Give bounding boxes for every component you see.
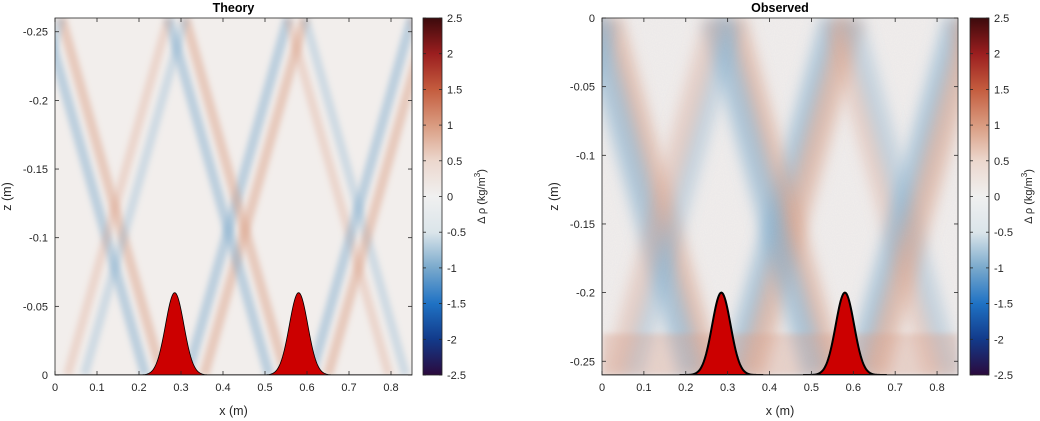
x-tick-label: 0.3 [720, 382, 735, 394]
colorbar-tick-label: -1 [994, 263, 1004, 275]
colorbar-tick-label: -2.5 [994, 370, 1013, 382]
density-field [602, 18, 958, 375]
colorbar-tick-label: 1.5 [994, 84, 1009, 96]
chart-title: Theory [213, 1, 255, 15]
x-tick-label: 0.2 [131, 382, 146, 394]
colorbar-tick-label: 1.5 [447, 84, 462, 96]
colorbar-tick-label: 0 [994, 192, 1000, 204]
wave-beam-reflected [602, 20, 603, 22]
y-tick-label: -0.25 [570, 356, 595, 368]
x-tick-label: 0.6 [846, 382, 861, 394]
colorbar-tick-label: -1.5 [994, 299, 1013, 311]
y-tick-label: -0.1 [29, 233, 48, 245]
x-axis-label: x (m) [219, 404, 247, 418]
colorbar-tick-label: 2 [994, 49, 1000, 61]
y-tick-label: 0 [42, 370, 48, 382]
axes-box [601, 17, 959, 376]
topography-hill [803, 291, 887, 375]
x-tick-label: 0.6 [299, 382, 314, 394]
x-tick-label: 0.1 [89, 382, 104, 394]
wave-beam [180, 18, 291, 375]
y-axis-label: z (m) [0, 182, 14, 210]
y-tick-label: -0.2 [29, 95, 48, 107]
y-tick-label: -0.1 [576, 150, 595, 162]
x-tick-label: 0.4 [215, 382, 230, 394]
x-axis-label: x (m) [766, 404, 794, 418]
colorbar-tick-label: 2 [447, 49, 453, 61]
colorbar-tick-label: -0.5 [447, 227, 466, 239]
colorbar-tick-label: -0.5 [994, 227, 1013, 239]
colorbar-tick-label: -2.5 [447, 370, 466, 382]
chart-title: Observed [751, 1, 809, 15]
x-tick-label: 0.3 [173, 382, 188, 394]
topography-hill [132, 292, 217, 375]
y-tick-label: -0.25 [23, 27, 48, 39]
colorbar-tick-label: 2.5 [994, 13, 1009, 25]
colorbar-label: Δ ρ (kg/m3) [1020, 169, 1035, 224]
theory-panel: 0 0.1 0.2 0.3 0.4 0.5 0.6 0.7 0.8 -0.25 -0.2 -0.15 -… [0, 1, 488, 418]
colorbar-label: Δ ρ (kg/m3) [473, 169, 488, 224]
colorbar-tick-label: -1 [447, 263, 457, 275]
x-tick-label: 0.4 [762, 382, 777, 394]
x-tick-label: 0.2 [678, 382, 693, 394]
colorbar-tick-label: -2 [994, 334, 1004, 346]
topography-hill [256, 292, 341, 375]
colorbar-tick-label: 1 [447, 120, 453, 132]
y-tick-label: -0.05 [23, 301, 48, 313]
x-tick-label: 0 [599, 382, 605, 394]
noise-texture [602, 18, 958, 375]
x-tick-label: 0.8 [383, 382, 398, 394]
x-tick-label: 0.8 [929, 382, 944, 394]
x-tick-label: 0.1 [636, 382, 651, 394]
y-tick-label: -0.2 [576, 288, 595, 300]
wave-beam [163, 18, 275, 375]
y-tick-label: 0 [589, 13, 595, 25]
wave-beam-reflected [63, 18, 173, 375]
wave-beam [55, 36, 151, 375]
wave-beam [199, 18, 310, 375]
wave-beam-reflected [283, 18, 394, 375]
colorbar-tick-label: -2 [447, 334, 457, 346]
x-tick-label: 0 [52, 382, 58, 394]
colorbar-tick-label: 0 [447, 192, 453, 204]
y-tick-label: -0.15 [23, 164, 48, 176]
colorbar-tick-label: 2.5 [447, 13, 462, 25]
colorbar-tick-label: 0.5 [994, 156, 1009, 168]
colorbar-tick-label: 1 [994, 120, 1000, 132]
y-axis-label: z (m) [547, 182, 561, 210]
x-tick-label: 0.5 [257, 382, 272, 394]
wave-beam [323, 59, 412, 375]
density-field [55, 18, 412, 375]
wave-beam-reflected [80, 18, 190, 375]
x-tick-label: 0.7 [888, 382, 903, 394]
x-tick-label: 0.7 [341, 382, 356, 394]
axes-box [54, 17, 413, 376]
colorbar-tick-label: 0.5 [447, 156, 462, 168]
wave-beam-reflected [300, 18, 411, 375]
wave-beam [306, 18, 412, 375]
observed-panel: 0 0.1 0.2 0.3 0.4 0.5 0.6 0.7 0.8 0 -0.05 -0.1 -0.15… [547, 1, 1035, 418]
colorbar-tick-label: -1.5 [447, 299, 466, 311]
x-tick-label: 0.5 [804, 382, 819, 394]
y-tick-label: -0.05 [570, 82, 595, 94]
y-tick-label: -0.15 [570, 219, 595, 231]
wave-beam [56, 18, 167, 375]
